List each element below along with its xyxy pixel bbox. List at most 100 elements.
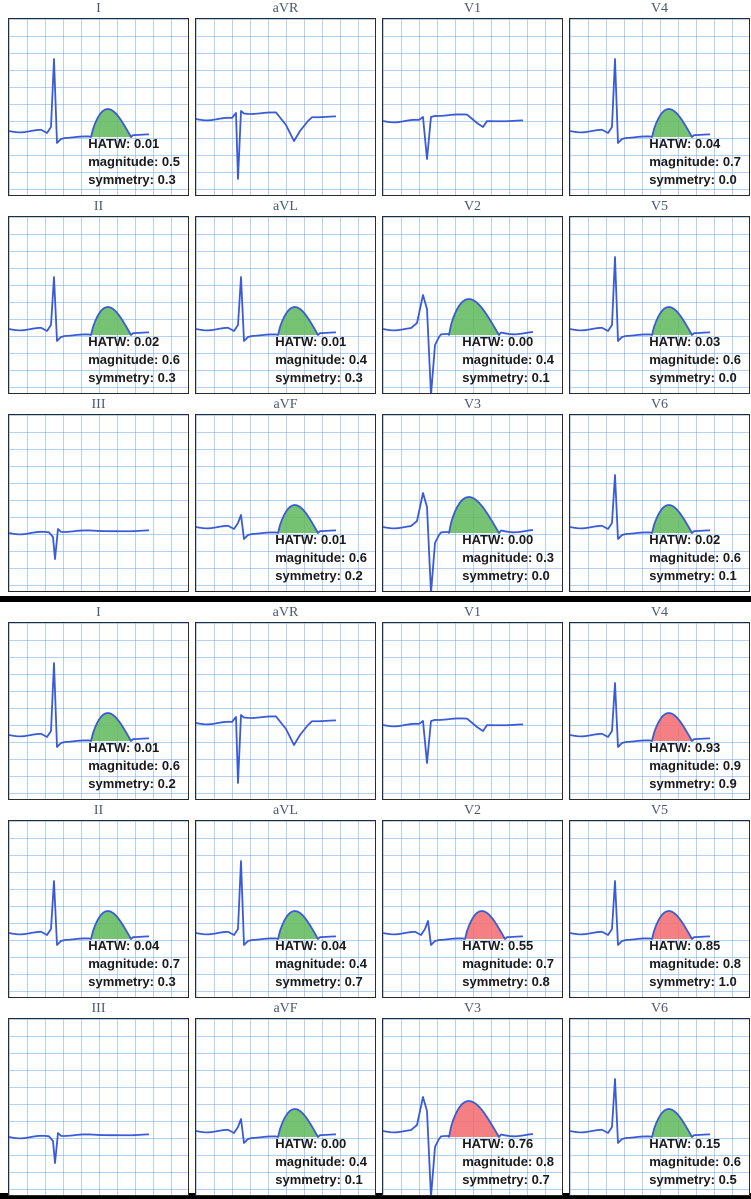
magnitude-value: 0.6 (161, 758, 180, 773)
ecg-waveform (9, 528, 150, 560)
symmetry-label: symmetry: (275, 974, 341, 989)
symmetry-label: symmetry: (275, 370, 341, 385)
ecg-grid-panel: HATW: 0.55 magnitude: 0.7 symmetry: 0.8 (382, 820, 563, 998)
metrics-block: HATW: 0.04 magnitude: 0.7 symmetry: 0.0 (649, 135, 741, 189)
magnitude-row: magnitude: 0.4 (275, 955, 367, 973)
hatw-value: 0.04 (320, 938, 347, 953)
magnitude-label: magnitude: (275, 550, 346, 565)
symmetry-row: symmetry: 0.0 (649, 369, 741, 387)
magnitude-value: 0.3 (535, 550, 554, 565)
normal-t-wave-area (91, 109, 131, 137)
magnitude-label: magnitude: (88, 758, 159, 773)
magnitude-row: magnitude: 0.6 (649, 1153, 741, 1171)
hatw-value: 0.00 (507, 532, 534, 547)
symmetry-row: symmetry: 0.1 (649, 567, 741, 585)
ecg-waveform (196, 860, 337, 946)
ecg-trace (383, 113, 524, 160)
symmetry-label: symmetry: (88, 974, 154, 989)
ecg-waveform (196, 110, 337, 180)
lead-v4-group-1: V4 HATW: 0.04 magnitude: 0.7 symmetry: 0.0 (569, 0, 750, 196)
magnitude-row: magnitude: 0.5 (88, 153, 180, 171)
symmetry-row: symmetry: 0.5 (649, 1171, 741, 1189)
symmetry-row: symmetry: 0.7 (275, 973, 367, 991)
ecg-grid-panel: HATW: 0.01 magnitude: 0.6 symmetry: 0.2 (195, 414, 376, 592)
group-separator (0, 596, 751, 602)
metrics-block: HATW: 0.03 magnitude: 0.6 symmetry: 0.0 (649, 333, 741, 387)
symmetry-label: symmetry: (649, 974, 715, 989)
ecg-grid-panel: HATW: 0.02 magnitude: 0.6 symmetry: 0.3 (8, 216, 189, 394)
abnormal-t-wave-area (652, 713, 692, 741)
symmetry-value: 0.3 (157, 172, 176, 187)
ecg-grid-panel: HATW: 0.04 magnitude: 0.7 symmetry: 0.3 (8, 820, 189, 998)
lead-title: III (91, 1001, 106, 1016)
ecg-waveform (383, 113, 524, 160)
ecg-trace (9, 880, 150, 946)
ecg-grid-panel: HATW: 0.00 magnitude: 0.4 symmetry: 0.1 (382, 216, 563, 394)
normal-t-wave-area (652, 109, 692, 137)
normal-t-wave-area (278, 307, 318, 335)
ecg-grid-panel: HATW: 0.04 magnitude: 0.7 symmetry: 0.0 (569, 18, 750, 196)
ecg-grid-panel: HATW: 0.93 magnitude: 0.9 symmetry: 0.9 (569, 622, 750, 800)
hatw-label: HATW: (462, 334, 505, 349)
hatw-row: HATW: 0.01 (88, 739, 180, 757)
magnitude-value: 0.8 (535, 1154, 554, 1169)
magnitude-row: magnitude: 0.3 (462, 549, 554, 567)
hatw-value: 0.76 (507, 1136, 534, 1151)
ecg-trace (570, 474, 711, 540)
metrics-block: HATW: 0.93 magnitude: 0.9 symmetry: 0.9 (649, 739, 741, 793)
metrics-block: HATW: 0.04 magnitude: 0.7 symmetry: 0.3 (88, 937, 180, 991)
symmetry-label: symmetry: (275, 568, 341, 583)
ecg-trace (196, 110, 337, 180)
hatw-label: HATW: (88, 740, 131, 755)
lead-title: V5 (650, 199, 669, 214)
hatw-label: HATW: (649, 334, 692, 349)
lead-v3-group-2: V3 HATW: 0.76 magnitude: 0.8 symmetry: 0.7 (382, 1000, 563, 1196)
ecg-waveform (9, 58, 150, 144)
abnormal-t-wave-area (449, 1101, 499, 1137)
ecg-waveform (196, 276, 337, 342)
hatw-value: 0.04 (694, 136, 721, 151)
lead-title: aVR (272, 1, 299, 16)
hatw-value: 0.02 (694, 532, 721, 547)
magnitude-label: magnitude: (462, 1154, 533, 1169)
symmetry-row: symmetry: 1.0 (649, 973, 741, 991)
lead-title: V4 (650, 1, 669, 16)
symmetry-label: symmetry: (462, 568, 528, 583)
lead-title: V1 (463, 1, 482, 16)
hatw-value: 0.15 (694, 1136, 721, 1151)
symmetry-value: 0.0 (718, 172, 737, 187)
ecg-trace (9, 528, 150, 560)
magnitude-row: magnitude: 0.8 (462, 1153, 554, 1171)
normal-t-wave-area (449, 299, 499, 335)
symmetry-label: symmetry: (649, 172, 715, 187)
ecg-trace (196, 860, 337, 946)
symmetry-value: 0.0 (718, 370, 737, 385)
ecg-grid-panel: HATW: 0.04 magnitude: 0.4 symmetry: 0.7 (195, 820, 376, 998)
symmetry-label: symmetry: (649, 1172, 715, 1187)
symmetry-value: 0.0 (531, 568, 550, 583)
ecg-trace (196, 1108, 337, 1144)
magnitude-row: magnitude: 0.4 (275, 351, 367, 369)
magnitude-row: magnitude: 0.4 (462, 351, 554, 369)
symmetry-row: symmetry: 0.9 (649, 775, 741, 793)
ecg-grid-panel: HATW: 0.01 magnitude: 0.4 symmetry: 0.3 (195, 216, 376, 394)
ecg-grid-panel: HATW: 0.15 magnitude: 0.6 symmetry: 0.5 (569, 1018, 750, 1196)
normal-t-wave-area (652, 505, 692, 533)
hatw-label: HATW: (462, 1136, 505, 1151)
magnitude-value: 0.4 (348, 956, 367, 971)
symmetry-row: symmetry: 0.2 (275, 567, 367, 585)
hatw-label: HATW: (88, 938, 131, 953)
magnitude-value: 0.7 (535, 956, 554, 971)
magnitude-label: magnitude: (649, 1154, 720, 1169)
symmetry-label: symmetry: (462, 1172, 528, 1187)
metrics-block: HATW: 0.85 magnitude: 0.8 symmetry: 1.0 (649, 937, 741, 991)
ecg-waveform (196, 714, 337, 784)
lead-title: V1 (463, 605, 482, 620)
ecg-waveform (9, 1132, 150, 1164)
magnitude-value: 0.6 (722, 1154, 741, 1169)
hatw-row: HATW: 0.04 (275, 937, 367, 955)
normal-t-wave-area (278, 505, 318, 533)
magnitude-row: magnitude: 0.8 (649, 955, 741, 973)
ecg-waveform (570, 682, 711, 748)
ecg-waveform (570, 474, 711, 540)
